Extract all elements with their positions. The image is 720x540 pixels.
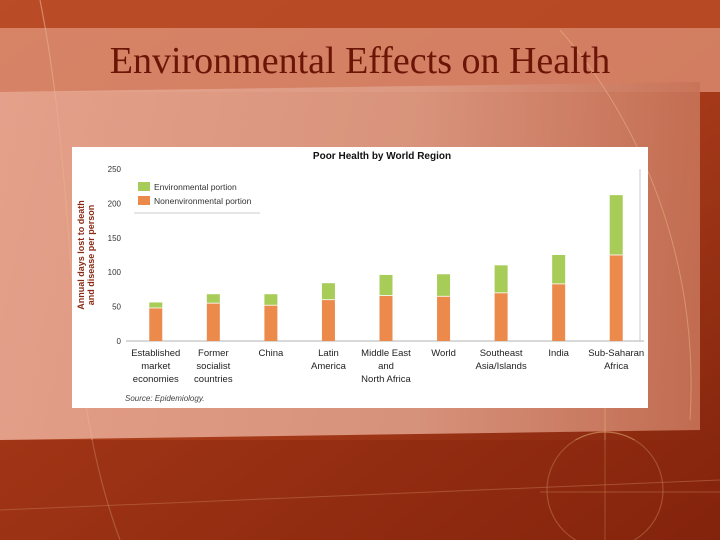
bar-environmental bbox=[206, 294, 220, 304]
bar-nonenvironmental bbox=[206, 303, 220, 341]
bar-environmental bbox=[437, 274, 451, 297]
bar-nonenvironmental bbox=[437, 296, 451, 341]
x-category-label: World bbox=[431, 348, 456, 359]
chart-panel: Poor Health by World Region Annual days l… bbox=[72, 147, 648, 408]
x-category-label: Former bbox=[198, 348, 229, 359]
bar-nonenvironmental bbox=[494, 292, 508, 341]
bar-environmental bbox=[149, 302, 163, 308]
legend-swatch bbox=[138, 196, 150, 205]
x-category-label: Middle East bbox=[361, 348, 411, 359]
x-category-label: and bbox=[378, 361, 394, 372]
legend-label: Nonenvironmental portion bbox=[154, 196, 252, 206]
x-category-label: Established bbox=[131, 348, 180, 359]
x-category-label: economies bbox=[133, 374, 179, 385]
y-tick-label: 200 bbox=[108, 199, 122, 208]
bar-nonenvironmental bbox=[321, 299, 335, 341]
legend-swatch bbox=[138, 182, 150, 191]
bar-environmental bbox=[494, 265, 508, 293]
bar-environmental bbox=[379, 274, 393, 296]
bar-environmental bbox=[609, 195, 623, 255]
bar-environmental bbox=[264, 294, 278, 306]
bar-nonenvironmental bbox=[264, 305, 278, 341]
bar-environmental bbox=[552, 255, 566, 284]
legend-label: Environmental portion bbox=[154, 182, 237, 192]
x-category-label: market bbox=[141, 361, 170, 372]
x-category-label: Asia/Islands bbox=[475, 361, 526, 372]
x-category-label: North Africa bbox=[361, 374, 411, 385]
x-category-label: America bbox=[311, 361, 347, 372]
y-tick-label: 250 bbox=[108, 165, 122, 174]
chart-title: Poor Health by World Region bbox=[313, 151, 451, 162]
x-category-label: socialist bbox=[196, 361, 230, 372]
bar-nonenvironmental bbox=[379, 295, 393, 341]
bar-environmental bbox=[321, 283, 335, 300]
x-category-label: Africa bbox=[604, 361, 629, 372]
x-category-label: Latin bbox=[318, 348, 339, 359]
x-category-label: India bbox=[548, 348, 569, 359]
y-tick-label: 150 bbox=[108, 234, 122, 243]
x-category-label: China bbox=[258, 348, 284, 359]
bar-nonenvironmental bbox=[149, 307, 163, 341]
y-axis-title-line: Annual days lost to death bbox=[76, 200, 86, 310]
chart-source: Source: Epidemiology. bbox=[125, 394, 204, 403]
x-category-label: Southeast bbox=[480, 348, 523, 359]
bar-nonenvironmental bbox=[552, 283, 566, 341]
bar-nonenvironmental bbox=[609, 255, 623, 341]
x-category-label: countries bbox=[194, 374, 233, 385]
stacked-bar-chart: Poor Health by World Region Annual days l… bbox=[76, 151, 644, 403]
y-tick-label: 50 bbox=[112, 303, 121, 312]
y-tick-label: 100 bbox=[108, 268, 122, 277]
y-tick-label: 0 bbox=[117, 337, 122, 346]
x-category-label: Sub-Saharan bbox=[588, 348, 644, 359]
slide-title: Environmental Effects on Health bbox=[109, 40, 611, 82]
y-axis-title-line: and disease per person bbox=[86, 205, 96, 306]
